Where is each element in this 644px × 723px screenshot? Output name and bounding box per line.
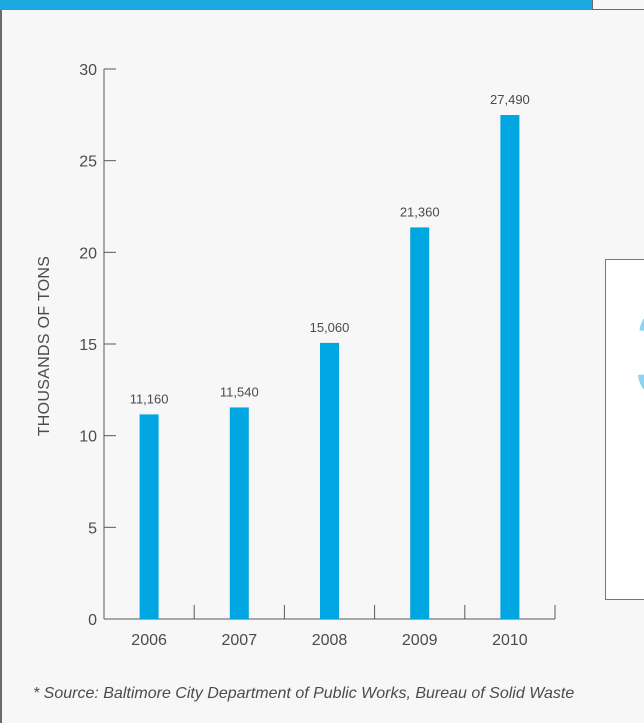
y-tick-label: 5 xyxy=(88,520,97,537)
left-border xyxy=(0,10,2,723)
data-label-2008: 15,060 xyxy=(310,320,350,335)
bar-2009 xyxy=(410,227,430,619)
y-tick-label: 0 xyxy=(88,612,97,629)
chart-axes: 0 5 10 15 20 25 30 xyxy=(79,62,556,629)
header-band-edge xyxy=(592,0,593,10)
data-label-2009: 21,360 xyxy=(400,204,440,219)
y-axis-label: THOUSANDS OF TONS xyxy=(36,255,53,437)
x-tick-label-2008: 2008 xyxy=(312,632,348,649)
bar-2006 xyxy=(139,414,159,619)
x-tick-label-2007: 2007 xyxy=(222,632,258,649)
chart-bars xyxy=(139,115,520,620)
x-tick-label-2010: 2010 xyxy=(492,632,528,649)
bar-2008 xyxy=(320,342,339,619)
bar-2010 xyxy=(500,115,520,620)
data-label-2007: 11,540 xyxy=(220,384,259,399)
x-tick-label-2006: 2006 xyxy=(131,632,167,649)
x-tick-label-2009: 2009 xyxy=(402,632,438,649)
bar-2007 xyxy=(229,407,249,619)
y-tick-label: 25 xyxy=(79,154,97,171)
data-label-2006: 11,160 xyxy=(130,391,169,406)
chart-labels: 11,160 2006 11,540 2007 15,060 2008 21,360 2009… xyxy=(130,92,530,649)
y-tick-label: 15 xyxy=(79,337,97,354)
y-tick-label: 30 xyxy=(79,62,97,79)
side-callout-glyph: 3 xyxy=(633,288,644,418)
y-tick-label: 10 xyxy=(79,429,97,446)
y-tick-label: 20 xyxy=(79,245,97,262)
source-footnote: * Source: Baltimore City Department of P… xyxy=(33,685,575,702)
data-label-2010: 27,490 xyxy=(490,92,530,107)
header-band xyxy=(0,0,592,10)
top-border xyxy=(592,9,644,10)
side-callout-box: 3 xyxy=(605,259,644,600)
